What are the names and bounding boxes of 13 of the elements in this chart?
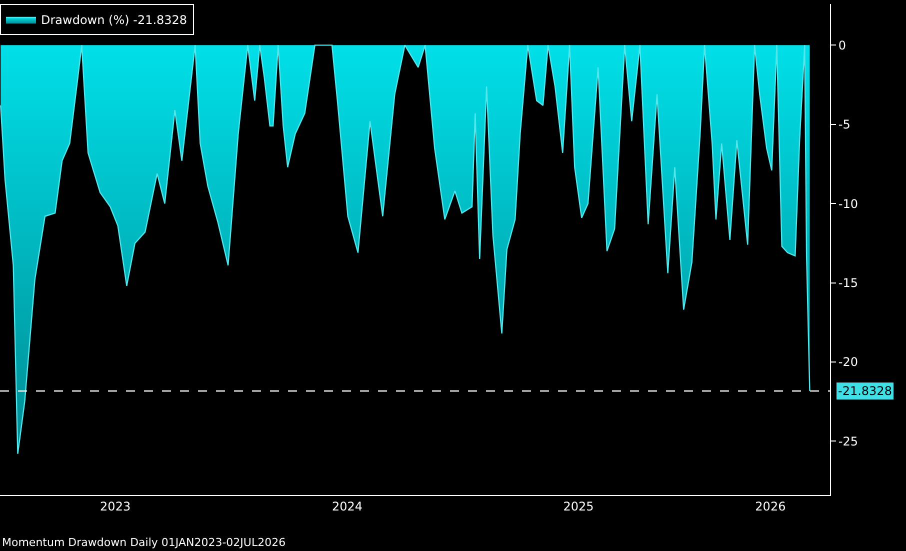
y-tick-label: -15 xyxy=(838,276,858,290)
y-tick-label: -25 xyxy=(838,434,858,448)
y-tick-label: -20 xyxy=(838,355,858,370)
y-tick-label: -10 xyxy=(838,196,858,211)
y-tick-label: 0 xyxy=(838,38,846,52)
x-tick-label: 2023 xyxy=(100,499,131,514)
text: Momentum Drawdown Daily 01JAN2023-02JUL2026 xyxy=(2,536,286,549)
x-tick-label: 2025 xyxy=(563,499,594,514)
ref-line-label: -21.8328 xyxy=(838,384,892,398)
y-tick-label: -5 xyxy=(838,118,850,132)
x-tick-label: 2024 xyxy=(332,499,362,514)
legend-label: Drawdown (%) -21.8328 xyxy=(41,13,188,28)
x-tick-label: 2026 xyxy=(755,499,786,514)
